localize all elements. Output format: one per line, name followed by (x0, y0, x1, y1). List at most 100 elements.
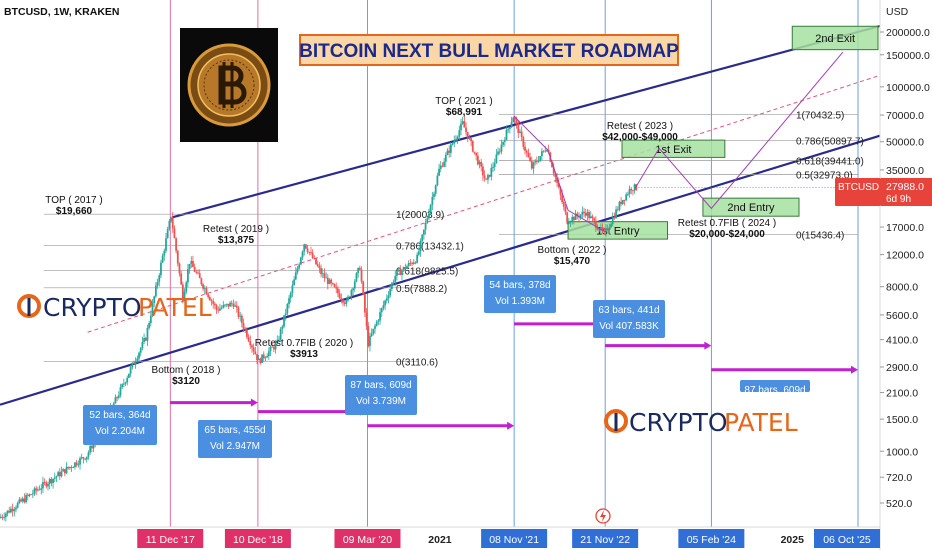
candle-body (36, 489, 39, 491)
candle-body (433, 193, 435, 197)
y-tick-label: 70000.0 (886, 110, 924, 122)
candle-body (16, 502, 19, 508)
candle-body (552, 167, 555, 174)
candle-body (561, 194, 564, 203)
logo-text-right: PATEL (138, 293, 212, 322)
candle-body (610, 224, 612, 228)
candle-body (163, 250, 166, 256)
candle-body (281, 326, 284, 329)
candle-body (461, 121, 464, 124)
range-box (593, 300, 665, 338)
candle-body (139, 348, 142, 353)
candle-body (503, 140, 506, 142)
candle-body (382, 305, 385, 309)
y-tick-label: 1500.0 (886, 414, 918, 426)
candle-body (372, 328, 375, 334)
candle-body (360, 269, 363, 282)
candle-body (453, 140, 456, 144)
candle-body (112, 403, 115, 406)
candle-body (594, 220, 597, 228)
annotation-text: $3913 (290, 349, 318, 360)
candle-body (562, 202, 565, 207)
candle-body (74, 462, 76, 468)
candle-body (589, 216, 592, 219)
candle-body (146, 327, 149, 341)
candle-body (256, 354, 258, 360)
candle-body (387, 295, 390, 299)
candle-body (303, 244, 306, 252)
x-tick-label: 06 Oct '25 (823, 534, 871, 546)
candle-body (40, 488, 43, 490)
candle-body (43, 482, 46, 483)
candle-body (82, 457, 85, 459)
candle-body (45, 482, 48, 487)
title-banner: BITCOIN NEXT BULL MARKET ROADMAP (299, 34, 679, 66)
zone-label: 2nd Exit (815, 33, 855, 45)
candle-body (507, 128, 510, 130)
candle-body (240, 315, 243, 324)
candle-body (313, 258, 316, 259)
candle-body (613, 217, 616, 219)
candle-body (58, 472, 61, 477)
channel-upper-line (171, 24, 881, 219)
candle-body (42, 482, 44, 489)
candle-body (402, 267, 405, 271)
candle-body (377, 320, 380, 322)
candle-body (315, 258, 317, 265)
logo-text-left: CRYPTO (43, 293, 142, 322)
candle-body (476, 155, 479, 165)
lightning-icon[interactable] (595, 508, 611, 524)
candle-body (508, 127, 511, 129)
candle-body (338, 293, 341, 299)
candle-body (470, 138, 472, 142)
candle-body (283, 315, 285, 327)
range-box-text: 87 bars, 609d (350, 380, 411, 391)
y-axis[interactable]: USD 200000.0 150000.0 100000.0 70000.0 50000… (879, 0, 930, 550)
annotation-text: TOP ( 2021 ) (435, 96, 492, 107)
candle-body (409, 262, 412, 264)
candle-body (542, 150, 545, 152)
candle-body (294, 272, 297, 280)
candle-body (178, 263, 181, 274)
candle-body (335, 286, 338, 289)
banner-title: BITCOIN NEXT BULL MARKET ROADMAP (299, 41, 679, 62)
candle-body (208, 297, 211, 301)
candle-body (591, 216, 594, 219)
candle-body (546, 150, 548, 152)
candle-body (352, 288, 355, 291)
candle-body (257, 358, 260, 360)
candle-body (57, 472, 60, 477)
annotation-text: TOP ( 2017 ) (45, 195, 102, 206)
candle-body (379, 312, 381, 321)
candle-body (588, 212, 590, 219)
candle-body (15, 507, 17, 510)
x-axis[interactable]: 11 Dec '17 10 Dec '18 09 Mar '20 2021 08 Nov… (0, 526, 880, 548)
candle-body (502, 141, 505, 145)
candle-body (412, 262, 415, 264)
candle-body (33, 488, 36, 494)
candle-body (367, 326, 370, 347)
candle-body (67, 466, 70, 469)
candle-body (35, 488, 38, 491)
annotation-text: $19,660 (56, 206, 93, 217)
candle-body (269, 346, 272, 352)
candle-body (92, 442, 95, 449)
candle-body (399, 269, 402, 276)
annotation-text: Retest 0.7FIB ( 2024 ) (678, 218, 776, 229)
candle-body (493, 163, 496, 167)
candle-body (331, 283, 334, 285)
projected-path-line (635, 51, 844, 210)
candle-body (320, 268, 322, 275)
candle-body (537, 160, 540, 162)
candle-body (564, 206, 567, 213)
candle-body (515, 119, 518, 124)
candle-body (299, 257, 302, 265)
range-box (345, 375, 417, 415)
candle-body (615, 209, 617, 219)
candle-body (487, 174, 489, 180)
candle-body (144, 338, 147, 341)
candle-body (158, 275, 161, 282)
price-badge-countdown: 6d 9h (886, 194, 911, 205)
